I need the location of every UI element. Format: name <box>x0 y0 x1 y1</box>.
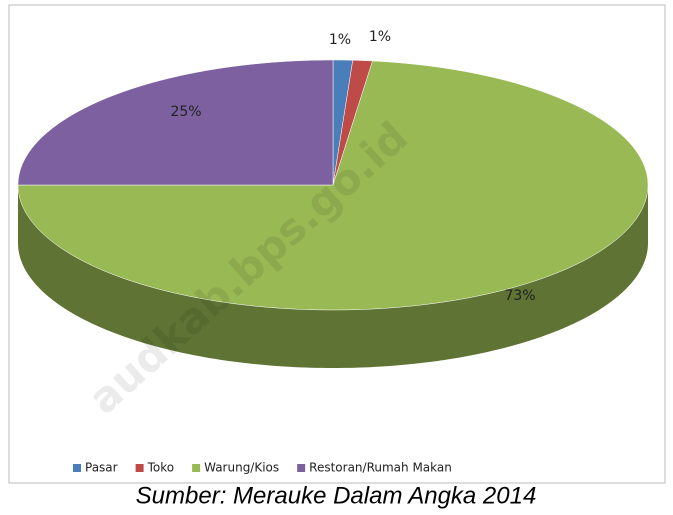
legend-swatch <box>192 464 201 472</box>
legend-swatch <box>297 464 306 472</box>
legend-label: Pasar <box>85 461 118 475</box>
legend-label: Restoran/Rumah Makan <box>309 461 452 475</box>
legend-label: Warung/Kios <box>204 461 279 475</box>
pie-slice <box>17 60 649 311</box>
pie <box>17 59 649 368</box>
data-label: 73% <box>504 288 535 304</box>
data-label: 1% <box>369 29 391 45</box>
data-label: 25% <box>170 104 201 120</box>
pie-side <box>18 185 648 368</box>
legend-swatch <box>135 464 144 472</box>
legend-swatch <box>73 464 81 472</box>
legend-label: Toko <box>147 461 175 475</box>
pie-slice <box>17 59 334 186</box>
caption: Sumber: Merauke Dalam Angka 2014 <box>136 482 537 509</box>
data-label: 1% <box>329 32 351 48</box>
